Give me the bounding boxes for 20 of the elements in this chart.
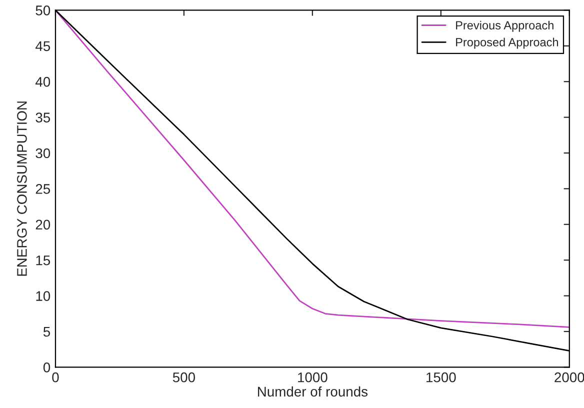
y-tick-label: 45 [35,41,50,52]
x-tick-label: 1500 [426,372,456,382]
y-tick-label: 50 [36,6,50,16]
x-tick-label: 1000 [298,372,328,382]
y-tick-label: 35 [36,112,50,122]
y-tick-label: 20 [36,220,50,230]
y-axis-title: ENERGY CONSUMPUTION [17,102,27,276]
y-tick-label: 5 [43,326,50,337]
y-tick-label: 40 [35,76,50,87]
y-tick-label: 15 [36,256,50,266]
legend-label: Proposed Approach [456,38,558,49]
y-tick-label: 0 [43,362,50,372]
legend-label: Previous Approach [456,20,554,32]
x-tick-label: 500 [172,372,196,382]
y-tick-label: 30 [36,148,50,158]
y-tick-label: 10 [36,291,50,301]
y-tick-label: 25 [36,184,50,194]
x-axis-title: Numder of rounds [258,386,368,397]
x-tick-label: 2000 [554,372,584,382]
x-tick-label: 0 [52,372,59,382]
